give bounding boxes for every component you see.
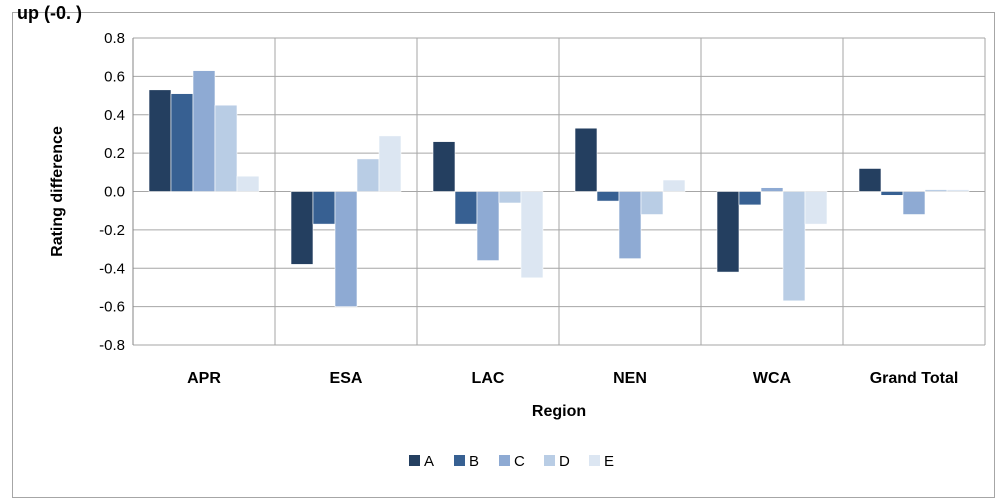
bar-C-lac <box>476 191 500 261</box>
y-axis-title: Rating difference <box>49 126 66 257</box>
legend-swatch-C <box>499 455 510 466</box>
bar-C-nen <box>618 191 642 259</box>
y-tick-label: 0.2 <box>104 145 125 162</box>
legend-label-C: C <box>514 453 525 470</box>
y-tick-label: 0.0 <box>104 184 125 201</box>
bar-A-lac <box>432 141 456 192</box>
y-tick-label: -0.8 <box>99 337 125 354</box>
bar-D-apr <box>214 104 238 192</box>
x-category-label: NEN <box>613 370 647 387</box>
bar-A-esa <box>290 191 314 265</box>
legend: A B C D E <box>409 453 614 470</box>
bar-B-wca <box>738 191 762 206</box>
legend-swatch-B <box>454 455 465 466</box>
bar-E-lac <box>520 191 544 279</box>
legend-swatch-A <box>409 455 420 466</box>
bar-D-nen <box>640 191 664 215</box>
bar-E-esa <box>378 135 402 192</box>
bar-C-wca <box>760 187 784 192</box>
bar-B-grand-total <box>880 191 904 196</box>
bars <box>148 70 970 307</box>
bar-E-nen <box>662 179 686 192</box>
bar-B-lac <box>454 191 478 225</box>
x-axis-title: Region <box>532 403 586 420</box>
gridlines <box>132 37 986 346</box>
y-tick-label: 0.6 <box>104 68 125 85</box>
legend-swatch-E <box>589 455 600 466</box>
clipped-title-text: up (-0. ) <box>17 3 82 23</box>
legend-label-D: D <box>559 453 570 470</box>
bar-D-wca <box>782 191 806 302</box>
x-category-label: ESA <box>330 370 363 387</box>
bar-E-grand-total <box>946 189 970 192</box>
bar-B-nen <box>596 191 620 202</box>
bar-A-nen <box>574 127 598 192</box>
x-category-label: WCA <box>753 370 792 387</box>
bar-B-esa <box>312 191 336 225</box>
bar-D-esa <box>356 158 380 192</box>
y-tick-label: -0.4 <box>99 260 125 277</box>
x-category-label: APR <box>187 370 221 387</box>
y-tick-label: -0.6 <box>99 299 125 316</box>
x-category-labels: APR ESA LAC NEN WCA Grand Total <box>187 370 958 387</box>
chart-frame: up (-0. ) <box>12 3 995 498</box>
bar-A-wca <box>716 191 740 273</box>
bar-D-grand-total <box>924 189 948 192</box>
legend-label-A: A <box>424 453 434 470</box>
legend-label-B: B <box>469 453 479 470</box>
y-tick-label: 0.4 <box>104 107 125 124</box>
bar-C-grand-total <box>902 191 926 215</box>
legend-label-E: E <box>604 453 614 470</box>
x-category-label: LAC <box>472 370 505 387</box>
bar-A-apr <box>148 89 172 192</box>
y-tick-label: 0.8 <box>104 30 125 47</box>
bar-E-apr <box>236 175 260 192</box>
bar-E-wca <box>804 191 828 225</box>
bar-C-esa <box>334 191 358 307</box>
bar-A-grand-total <box>858 168 882 192</box>
bar-B-apr <box>170 93 194 192</box>
bar-D-lac <box>498 191 522 204</box>
y-tick-labels: 0.8 0.6 0.4 0.2 0.0 -0.2 -0.4 -0.6 -0.8 <box>99 30 125 354</box>
x-category-label: Grand Total <box>870 370 959 387</box>
y-tick-label: -0.2 <box>99 222 125 239</box>
bar-C-apr <box>192 70 216 192</box>
legend-swatch-D <box>544 455 555 466</box>
